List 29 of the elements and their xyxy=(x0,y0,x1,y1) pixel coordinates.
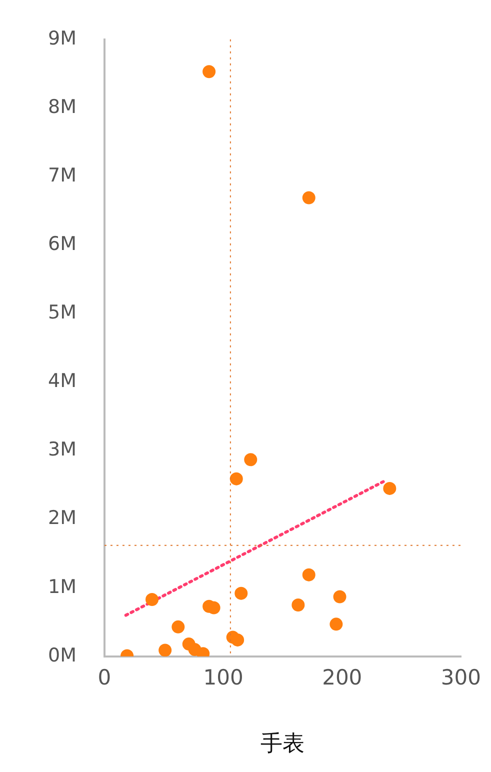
point xyxy=(302,568,316,582)
y-tick-label: 4M xyxy=(48,370,76,392)
point xyxy=(244,453,258,466)
point xyxy=(202,65,216,78)
x-tick-label: 100 xyxy=(203,665,244,690)
x-tick-label: 300 xyxy=(440,665,482,690)
point xyxy=(172,620,185,634)
y-tick-label: 0M xyxy=(48,644,76,666)
y-tick-label: 1M xyxy=(48,576,76,598)
x-tick-label: 0 xyxy=(98,665,112,690)
point xyxy=(230,472,243,486)
y-tick-label: 3M xyxy=(48,438,76,461)
x-tick-label: 200 xyxy=(322,665,362,690)
y-tick-label: 6M xyxy=(48,233,76,256)
point xyxy=(333,590,346,604)
point xyxy=(302,191,316,204)
x-axis-title: 手表 xyxy=(260,732,305,757)
point xyxy=(231,633,244,646)
y-tick-label: 2M xyxy=(48,507,76,530)
y-tick-label: 7M xyxy=(48,164,76,186)
y-tick-label: 9M xyxy=(48,27,76,50)
y-tick-label: 8M xyxy=(48,96,76,118)
point xyxy=(330,618,343,631)
point xyxy=(234,586,248,600)
point xyxy=(292,598,305,612)
point xyxy=(146,593,159,606)
y-tick-label: 5M xyxy=(48,302,76,324)
point xyxy=(158,644,172,656)
point xyxy=(383,482,396,495)
